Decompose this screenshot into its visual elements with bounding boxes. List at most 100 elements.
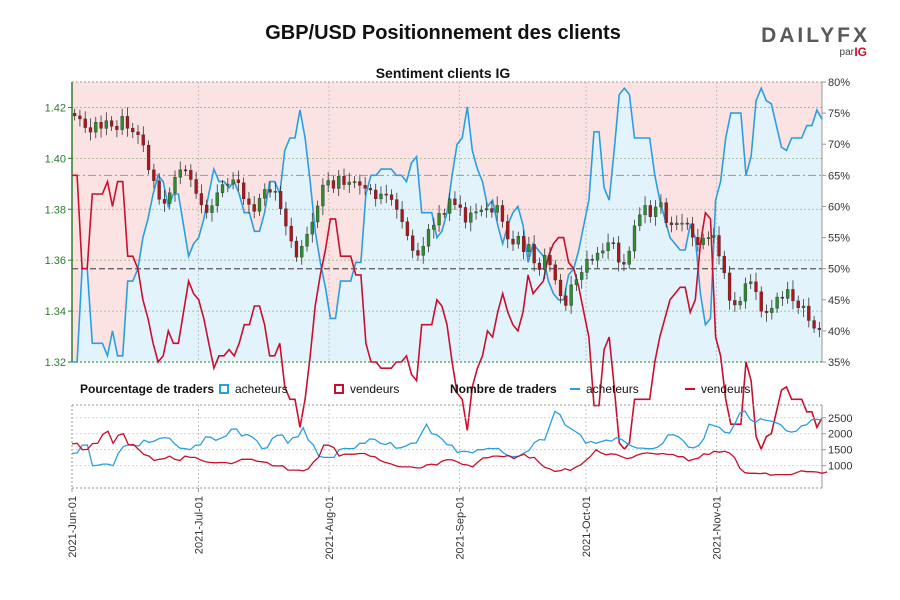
candle-body	[379, 193, 383, 200]
candle-body	[738, 300, 742, 306]
candle-body	[580, 272, 584, 280]
candle-body	[516, 236, 520, 245]
candle-body	[690, 223, 695, 238]
candle-body	[759, 291, 763, 312]
price-tick-label: 1.38	[45, 204, 66, 216]
candle-body	[606, 242, 610, 251]
candle-body	[331, 180, 336, 189]
candle-body	[775, 296, 779, 309]
chart-subtitle: Sentiment clients IG	[375, 65, 511, 81]
candle-body	[289, 225, 293, 242]
pct-tick-label: 45%	[828, 295, 850, 307]
candle-body	[500, 205, 505, 222]
legend-buyers-pct: acheteurs	[219, 381, 288, 397]
candle-body	[141, 134, 145, 146]
candle-body	[220, 184, 225, 193]
candle-body	[268, 189, 272, 193]
candle-body	[109, 120, 114, 127]
sellers-pct-line	[72, 174, 823, 452]
candle-body	[447, 198, 452, 214]
candle-body	[305, 234, 309, 247]
candle-body	[426, 229, 431, 247]
logo-parent: IG	[854, 45, 867, 59]
candle-body	[617, 242, 621, 263]
candle-body	[368, 188, 373, 191]
candle-body	[257, 198, 262, 212]
candle-body	[817, 327, 822, 330]
candle-body	[389, 194, 394, 200]
candle-body	[189, 170, 193, 180]
candle-body	[247, 198, 251, 205]
x-tick-label: 2021-Jul-01	[193, 496, 205, 554]
candle-body	[701, 237, 705, 245]
candle-body	[168, 192, 172, 204]
candle-body	[458, 204, 462, 208]
candle-body	[585, 258, 589, 273]
candle-body	[717, 235, 721, 257]
legend-buyers-label: acheteurs	[235, 382, 288, 396]
candle-body	[664, 202, 668, 223]
price-tick-label: 1.42	[45, 102, 66, 114]
candle-body	[675, 222, 679, 226]
candle-body	[743, 283, 748, 302]
candle-body	[653, 206, 658, 217]
candle-body	[574, 279, 579, 286]
legend-buyers2-label: acheteurs	[586, 382, 639, 396]
candle-body	[183, 169, 188, 172]
candle-body	[284, 208, 288, 227]
candle-body	[78, 115, 82, 120]
candle-body	[796, 300, 800, 308]
candle-body	[242, 182, 246, 200]
candle-body	[400, 209, 404, 222]
candle-body	[463, 207, 468, 223]
candle-body	[294, 240, 299, 258]
dailyfx-logo: DAILYFX par IG	[760, 24, 870, 64]
candle-body	[352, 181, 357, 183]
candle-body	[733, 300, 737, 306]
candle-body	[384, 193, 388, 196]
candle-body	[558, 279, 563, 297]
candle-body	[157, 180, 161, 200]
candle-body	[210, 205, 214, 213]
pct-tick-label: 55%	[828, 233, 850, 245]
price-tick-label: 1.34	[45, 306, 66, 318]
count-tick-label: 2500	[828, 413, 852, 425]
candle-body	[72, 113, 77, 117]
legend-sellers2-label: vendeurs	[701, 382, 751, 396]
candle-body	[786, 289, 790, 299]
pct-tick-label: 35%	[828, 357, 850, 369]
price-tick-label: 1.40	[45, 153, 66, 165]
candle-body	[411, 235, 415, 251]
candle-body	[590, 258, 594, 261]
candle-body	[548, 255, 552, 265]
candle-body	[88, 127, 93, 133]
candle-body	[807, 305, 811, 321]
candle-body	[347, 181, 351, 185]
candle-body	[727, 272, 732, 301]
logo-by: par	[839, 47, 854, 58]
sellers-line-icon	[685, 388, 695, 390]
candle-body	[564, 295, 568, 306]
candle-body	[416, 250, 420, 256]
candle-body	[115, 126, 119, 130]
candle-body	[120, 116, 124, 130]
pct-tick-label: 40%	[828, 326, 850, 338]
candle-body	[680, 222, 684, 225]
candle-body	[395, 199, 399, 210]
candle-body	[706, 237, 711, 239]
candle-body	[484, 208, 489, 211]
candle-body	[622, 262, 626, 265]
candle-body	[659, 202, 663, 208]
price-tick-label: 1.36	[45, 255, 66, 267]
candle-body	[199, 193, 204, 206]
count-tick-label: 1000	[828, 461, 852, 473]
candle-body	[162, 199, 167, 204]
legend-buyers-count: acheteurs	[570, 381, 639, 397]
candle-body	[770, 308, 774, 313]
candle-body	[749, 281, 753, 284]
sellers-count-line	[71, 430, 828, 476]
candle-body	[131, 128, 135, 133]
candle-body	[263, 189, 267, 199]
candle-body	[569, 284, 573, 306]
candle-body	[315, 205, 320, 223]
